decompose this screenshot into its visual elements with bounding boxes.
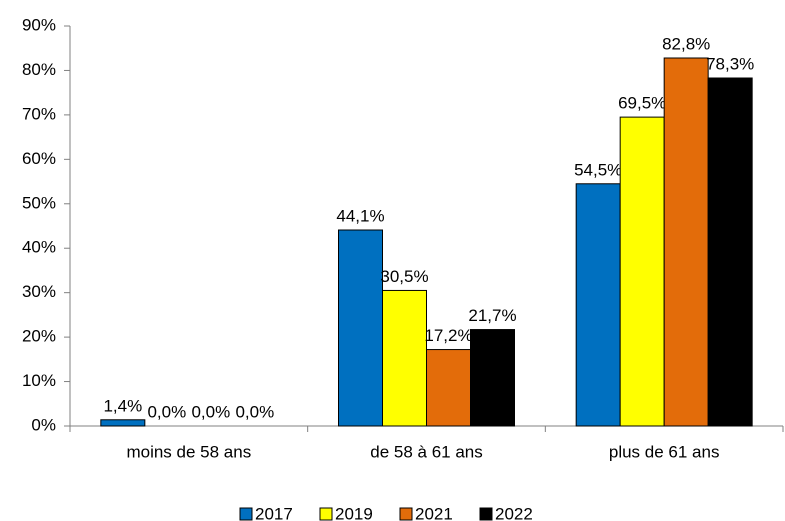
y-tick-label: 80% [22, 60, 56, 79]
y-tick-label: 0% [31, 415, 56, 434]
legend-swatch [399, 507, 413, 521]
y-tick-label: 10% [22, 371, 56, 390]
legend-swatch [479, 507, 493, 521]
legend-label: 2021 [415, 504, 453, 521]
x-tick-label: plus de 61 ans [609, 442, 720, 461]
y-tick-label: 40% [22, 238, 56, 257]
x-tick-label: de 58 à 61 ans [370, 442, 482, 461]
bar [619, 116, 665, 427]
bar [470, 329, 515, 427]
value-label: 1,4% [103, 396, 142, 415]
value-label: 30,5% [380, 267, 428, 286]
value-label: 21,7% [468, 306, 516, 325]
bar [100, 419, 146, 427]
value-label: 44,1% [336, 206, 384, 225]
y-tick-label: 50% [22, 193, 56, 212]
legend-label: 2017 [255, 504, 293, 521]
legend-label: 2019 [335, 504, 373, 521]
value-label: 0,0% [191, 402, 230, 421]
bar [338, 229, 383, 427]
legend-label: 2022 [495, 504, 533, 521]
bar [707, 77, 753, 427]
value-label: 17,2% [424, 326, 472, 345]
bar [382, 289, 427, 427]
y-tick-label: 70% [22, 104, 56, 123]
value-label: 69,5% [618, 94, 666, 113]
value-label: 0,0% [147, 402, 186, 421]
bar [663, 57, 709, 427]
bar [426, 349, 471, 427]
legend-swatch [319, 507, 333, 521]
value-label: 54,5% [574, 160, 622, 179]
y-tick-label: 60% [22, 149, 56, 168]
legend-swatch [239, 507, 253, 521]
value-label: 82,8% [662, 34, 710, 53]
y-tick-label: 90% [22, 15, 56, 34]
value-label: 0,0% [235, 402, 274, 421]
x-tick-label: moins de 58 ans [126, 442, 251, 461]
y-tick-label: 20% [22, 327, 56, 346]
value-label: 78,3% [706, 54, 754, 73]
bar [575, 183, 621, 427]
y-tick-label: 30% [22, 282, 56, 301]
